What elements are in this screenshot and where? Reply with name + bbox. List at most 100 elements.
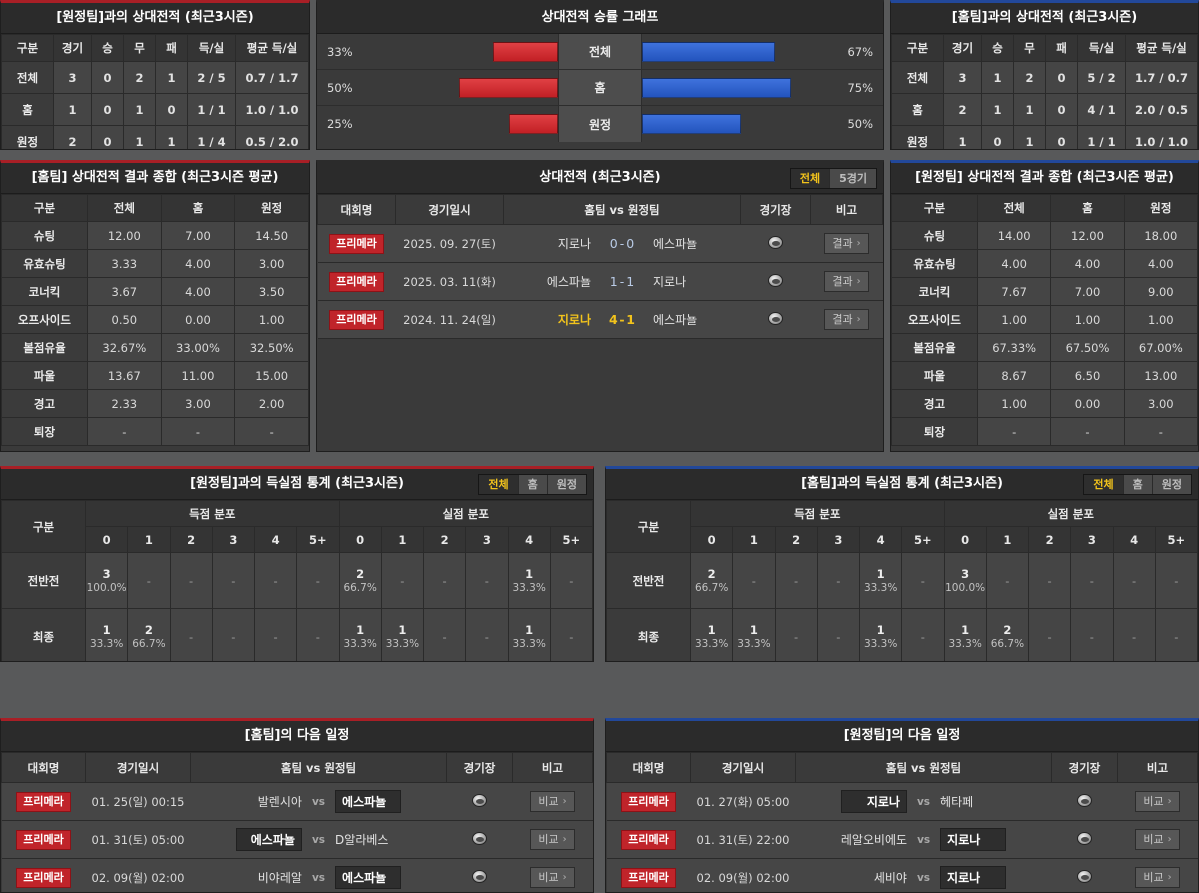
away-team-name[interactable]: 지로나 bbox=[940, 828, 1007, 851]
stadium-icon[interactable] bbox=[472, 831, 487, 845]
row-label: 경고 bbox=[891, 389, 978, 418]
col-bucket-4: 4 bbox=[858, 526, 903, 553]
cell: 3 bbox=[943, 61, 982, 94]
percent-value: 66.7% bbox=[990, 637, 1025, 650]
table-row: 유효슈팅 4.00 4.00 4.00 bbox=[891, 249, 1198, 278]
empty-value: - bbox=[1174, 629, 1179, 644]
col-구분: 구분 bbox=[891, 34, 944, 62]
fixture-row: 프리메라 01. 27(화) 05:00 지로나 vs 헤타페 비교 › bbox=[606, 782, 1198, 821]
stadium-cell bbox=[446, 858, 513, 892]
dist-cell: - bbox=[774, 608, 818, 661]
home-team-name[interactable]: 레알오비에도 bbox=[840, 833, 908, 847]
toggle-전체[interactable]: 전체 bbox=[790, 169, 831, 188]
dist-cell: - bbox=[211, 608, 256, 661]
chevron-right-icon: › bbox=[562, 872, 567, 883]
cell: 1 bbox=[155, 61, 188, 94]
home-team-name[interactable]: 지로나 bbox=[557, 313, 591, 327]
league-badge: 프리메라 bbox=[329, 271, 384, 292]
count-value: 1 bbox=[707, 622, 716, 637]
away-team-name[interactable]: 에스파뇰 bbox=[653, 237, 698, 251]
home-team-name[interactable]: 지로나 bbox=[840, 790, 907, 813]
dist-home-scope-toggle[interactable]: 전체 홈 원정 bbox=[1083, 474, 1192, 495]
row-label: 파울 bbox=[1, 361, 88, 390]
toggle-원정[interactable]: 원정 bbox=[1152, 475, 1191, 494]
stadium-icon[interactable] bbox=[1077, 869, 1092, 883]
compare-button[interactable]: 비교 › bbox=[1135, 829, 1180, 850]
dist-cell: - bbox=[422, 552, 467, 609]
away-team-name[interactable]: 에스파뇰 bbox=[335, 790, 402, 813]
col-bucket-4: 4 bbox=[507, 526, 551, 553]
match-row: 프리메라 2025. 09. 27(토) 지로나 0-0 에스파뇰 결과 › bbox=[317, 224, 883, 263]
col-bucket-0: 0 bbox=[338, 526, 382, 553]
league-cell: 프리메라 bbox=[1, 782, 86, 821]
toggle-5경기[interactable]: 5경기 bbox=[830, 169, 876, 188]
stadium-icon[interactable] bbox=[1077, 831, 1092, 845]
count-value: 1 bbox=[876, 622, 885, 637]
home-team-name[interactable]: 에스파뇰 bbox=[235, 828, 302, 851]
cell: 4.00 bbox=[160, 249, 236, 278]
compare-button[interactable]: 비교 › bbox=[530, 829, 575, 850]
result-button[interactable]: 결과 › bbox=[824, 271, 869, 292]
toggle-홈[interactable]: 홈 bbox=[518, 475, 548, 494]
stadium-icon[interactable] bbox=[1077, 793, 1092, 807]
chevron-right-icon: › bbox=[562, 796, 567, 807]
row-label: 유효슈팅 bbox=[1, 249, 88, 278]
col-구분: 구분 bbox=[891, 194, 978, 222]
compare-button[interactable]: 비교 › bbox=[1135, 867, 1180, 888]
cell: 0.00 bbox=[160, 305, 236, 334]
panel-title-text: [홈팀]의 다음 일정 bbox=[244, 728, 350, 743]
panel-stat-home: [홈팀] 상대전적 결과 종합 (최근3시즌 평균) 구분 전체 홈 원정 슈팅 12.0… bbox=[0, 160, 310, 452]
compare-button[interactable]: 비교 › bbox=[1135, 791, 1180, 812]
compare-button[interactable]: 비교 › bbox=[530, 867, 575, 888]
match-score: 4-1 bbox=[609, 312, 635, 327]
match-date: 02. 09(월) 02:00 bbox=[690, 858, 796, 892]
dist-away-scope-toggle[interactable]: 전체 홈 원정 bbox=[478, 474, 587, 495]
match-date: 2024. 11. 24(일) bbox=[395, 300, 504, 339]
home-team-name[interactable]: 발렌시아 bbox=[257, 795, 302, 809]
away-team-name[interactable]: 에스파뇰 bbox=[653, 313, 698, 327]
stadium-icon[interactable] bbox=[768, 273, 783, 287]
stadium-icon[interactable] bbox=[472, 869, 487, 883]
empty-value: - bbox=[1005, 573, 1010, 588]
table-row: 파울 8.67 6.50 13.00 bbox=[891, 361, 1198, 390]
toggle-홈[interactable]: 홈 bbox=[1123, 475, 1153, 494]
table-row: 오프사이드 1.00 1.00 1.00 bbox=[891, 305, 1198, 334]
toggle-전체[interactable]: 전체 bbox=[479, 475, 519, 494]
stadium-icon[interactable] bbox=[768, 235, 783, 249]
stadium-icon[interactable] bbox=[472, 793, 487, 807]
home-team-name[interactable]: 세비야 bbox=[873, 871, 907, 885]
home-team-name[interactable]: 비야레알 bbox=[257, 871, 302, 885]
cell: 1 bbox=[155, 125, 188, 149]
dist-cell: - bbox=[465, 552, 509, 609]
cell: 0 bbox=[155, 93, 188, 126]
col-bucket-5+: 5+ bbox=[296, 526, 340, 553]
panel-title-text: [홈팀]과의 상대전적 (최근3시즌) bbox=[951, 10, 1138, 25]
toggle-원정[interactable]: 원정 bbox=[547, 475, 586, 494]
away-team-name[interactable]: 헤타페 bbox=[940, 795, 974, 809]
panel-title-text: [원정팀] 상대전적 결과 종합 (최근3시즌 평균) bbox=[915, 170, 1174, 185]
stadium-cell bbox=[740, 300, 811, 339]
compare-button[interactable]: 비교 › bbox=[530, 791, 575, 812]
away-team-name[interactable]: 지로나 bbox=[940, 866, 1007, 889]
result-button[interactable]: 결과 › bbox=[824, 309, 869, 330]
stadium-icon[interactable] bbox=[768, 311, 783, 325]
cell: 0 bbox=[91, 125, 124, 149]
league-badge: 프리메라 bbox=[16, 791, 71, 812]
home-team-name[interactable]: 지로나 bbox=[557, 237, 591, 251]
toggle-전체[interactable]: 전체 bbox=[1084, 475, 1124, 494]
col-무: 무 bbox=[1013, 34, 1046, 62]
away-team-name[interactable]: D알라베스 bbox=[335, 833, 389, 847]
home-team-name[interactable]: 에스파뇰 bbox=[546, 275, 591, 289]
col-stadium: 경기장 bbox=[740, 194, 811, 225]
col-teams: 홈팀 vs 원정팀 bbox=[795, 752, 1052, 783]
result-button[interactable]: 결과 › bbox=[824, 233, 869, 254]
cell: 1 bbox=[943, 125, 982, 149]
home-winrate-label: 25% bbox=[327, 117, 353, 131]
match-range-toggle[interactable]: 전체 5경기 bbox=[789, 168, 877, 189]
winrate-row: 33% 전체 67% bbox=[317, 34, 883, 70]
dist-cell: - bbox=[296, 552, 340, 609]
teams-cell: 지로나 4-1 에스파뇰 bbox=[503, 300, 741, 339]
cell: 9.00 bbox=[1123, 277, 1198, 306]
away-team-name[interactable]: 에스파뇰 bbox=[335, 866, 402, 889]
away-team-name[interactable]: 지로나 bbox=[653, 275, 687, 289]
